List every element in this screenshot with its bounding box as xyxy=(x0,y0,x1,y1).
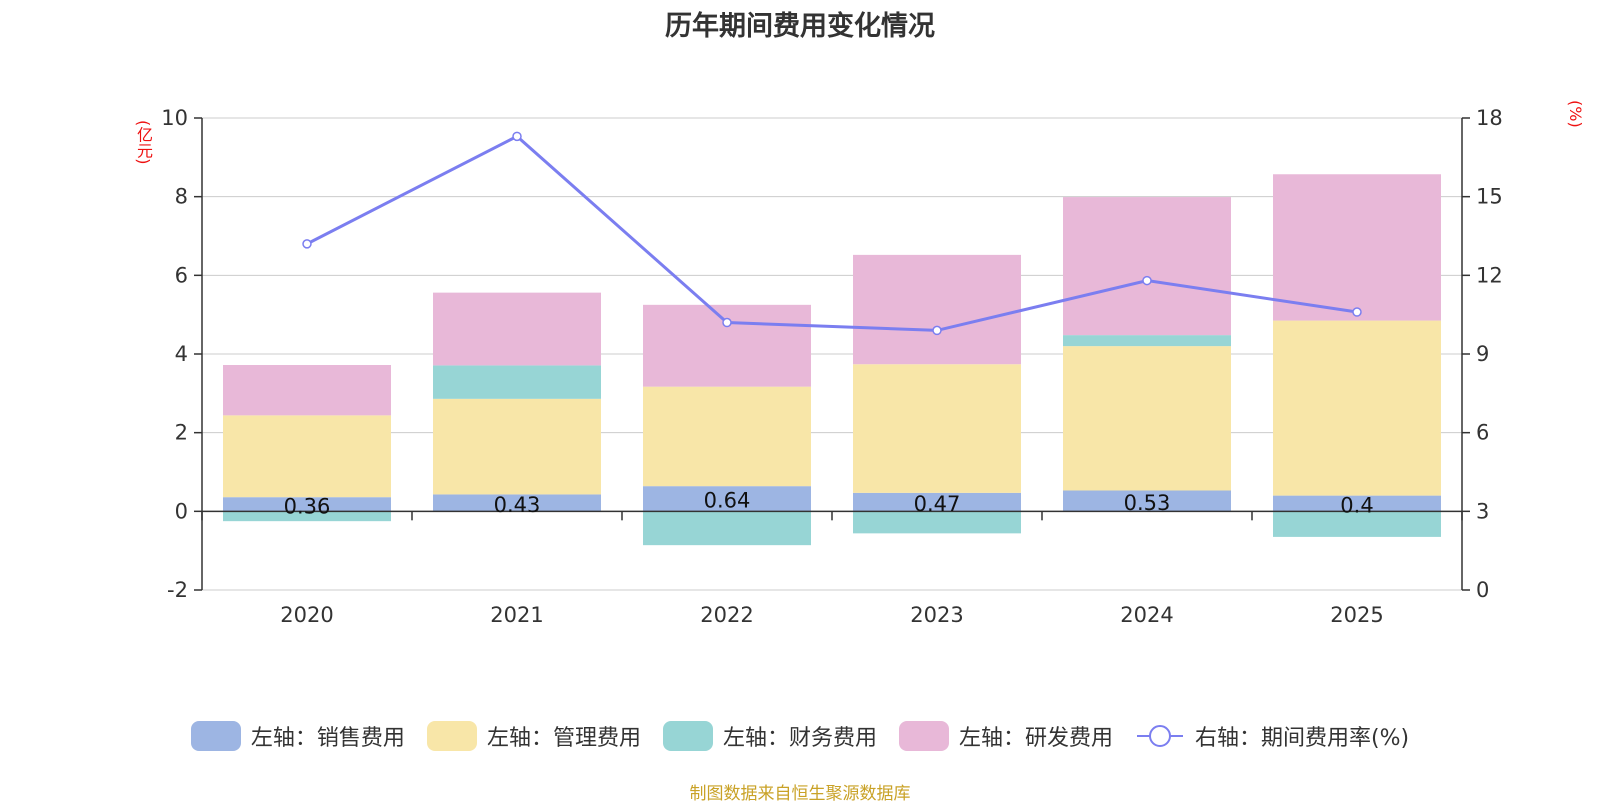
x-tick-label-2025: 2025 xyxy=(1330,603,1383,627)
bar-finance-2020 xyxy=(223,511,391,522)
right-axis-unit: (%) xyxy=(1566,100,1585,128)
legend-item-admin[interactable]: 左轴：管理费用 xyxy=(426,720,641,752)
legend-label-rd: 左轴：研发费用 xyxy=(958,726,1113,751)
bar-sales-2022 xyxy=(643,486,811,512)
bar-sales-2023 xyxy=(853,492,1021,512)
legend-item-rate[interactable]: 右轴：期间费用率(%) xyxy=(1135,720,1409,752)
x-tick-label-2020: 2020 xyxy=(280,603,333,627)
legend-label-sales: 左轴：销售费用 xyxy=(250,726,405,751)
bar-admin-2022 xyxy=(643,386,811,487)
left-tick-label-6: 10 xyxy=(161,106,188,130)
rate-point-2025 xyxy=(1352,307,1362,317)
x-tick-label-2022: 2022 xyxy=(700,603,753,627)
x-tick-label-2023: 2023 xyxy=(910,603,963,627)
bar-admin-2025 xyxy=(1273,320,1441,496)
right-tick-label-4: 12 xyxy=(1476,263,1503,287)
bar-sales-2025 xyxy=(1273,495,1441,512)
right-tick-label-0: 0 xyxy=(1476,578,1489,602)
bar-rd-2025 xyxy=(1273,174,1441,321)
data-label-sales-2024: 0.53 xyxy=(1124,491,1171,515)
rate-point-2021 xyxy=(512,131,522,142)
right-tick-label-5: 15 xyxy=(1476,185,1503,209)
bar-rd-2023 xyxy=(853,254,1021,365)
data-label-sales-2022: 0.64 xyxy=(704,489,751,513)
legend-label-admin: 左轴：管理费用 xyxy=(486,726,641,751)
bar-admin-2020 xyxy=(223,415,391,498)
bar-finance-2021 xyxy=(433,365,601,399)
right-tick-label-2: 6 xyxy=(1476,421,1489,445)
bar-rd-2021 xyxy=(433,292,601,366)
bar-rd-2024 xyxy=(1063,197,1231,336)
rate-point-2022 xyxy=(722,317,732,328)
legend-item-finance[interactable]: 左轴：财务费用 xyxy=(662,720,877,752)
legend-swatch-rd xyxy=(898,721,949,751)
bar-finance-2022 xyxy=(643,511,811,546)
bar-admin-2023 xyxy=(853,364,1021,493)
left-tick-label-0: -2 xyxy=(167,578,188,602)
left-tick-label-2: 2 xyxy=(175,421,188,445)
legend-item-sales[interactable]: 左轴：销售费用 xyxy=(190,720,405,752)
legend-item-rd[interactable]: 左轴：研发费用 xyxy=(898,720,1113,752)
bar-admin-2024 xyxy=(1063,346,1231,491)
right-tick-label-3: 9 xyxy=(1476,342,1489,366)
left-tick-label-1: 0 xyxy=(175,499,188,523)
bar-sales-2024 xyxy=(1063,490,1231,512)
chart-title: 历年期间费用变化情况 xyxy=(665,11,935,42)
x-tick-label-2024: 2024 xyxy=(1120,603,1173,627)
data-label-sales-2021: 0.43 xyxy=(494,493,541,517)
data-label-sales-2025: 0.4 xyxy=(1340,493,1373,517)
legend-label-rate: 右轴：期间费用率(%) xyxy=(1194,726,1410,751)
left-tick-label-4: 6 xyxy=(175,263,188,287)
bar-finance-2024 xyxy=(1063,335,1231,347)
rate-line xyxy=(306,134,1358,332)
bar-finance-2025 xyxy=(1273,511,1441,537)
right-tick-label-6: 18 xyxy=(1476,106,1503,130)
bar-rd-2020 xyxy=(223,365,391,416)
data-label-sales-2023: 0.47 xyxy=(914,492,961,516)
bar-finance-2023 xyxy=(853,511,1021,534)
bar-sales-2021 xyxy=(433,494,601,512)
chart-legend: 左轴：销售费用 左轴：管理费用 左轴：财务费用 左轴：研发费用 右轴：期间费用率… xyxy=(0,718,1600,754)
bar-rd-2022 xyxy=(643,304,811,387)
legend-swatch-admin xyxy=(426,721,477,751)
data-label-sales-2020: 0.36 xyxy=(284,494,331,518)
left-tick-label-3: 4 xyxy=(175,342,188,366)
legend-label-finance: 左轴：财务费用 xyxy=(722,726,877,751)
bar-sales-2020 xyxy=(223,497,391,512)
x-tick-label-2021: 2021 xyxy=(490,603,543,627)
rate-point-2023 xyxy=(932,325,942,336)
rate-point-2024 xyxy=(1142,275,1152,286)
left-axis-unit: (亿元) xyxy=(134,120,153,165)
left-tick-label-5: 8 xyxy=(175,185,188,209)
bar-admin-2021 xyxy=(433,398,601,495)
legend-swatch-sales xyxy=(190,721,241,751)
source-note: 制图数据来自恒生聚源数据库 xyxy=(689,784,911,804)
rate-point-2020 xyxy=(302,239,312,249)
right-tick-label-1: 3 xyxy=(1476,499,1489,523)
legend-swatch-finance xyxy=(662,721,713,751)
legend-line-circle-icon xyxy=(1136,725,1183,747)
